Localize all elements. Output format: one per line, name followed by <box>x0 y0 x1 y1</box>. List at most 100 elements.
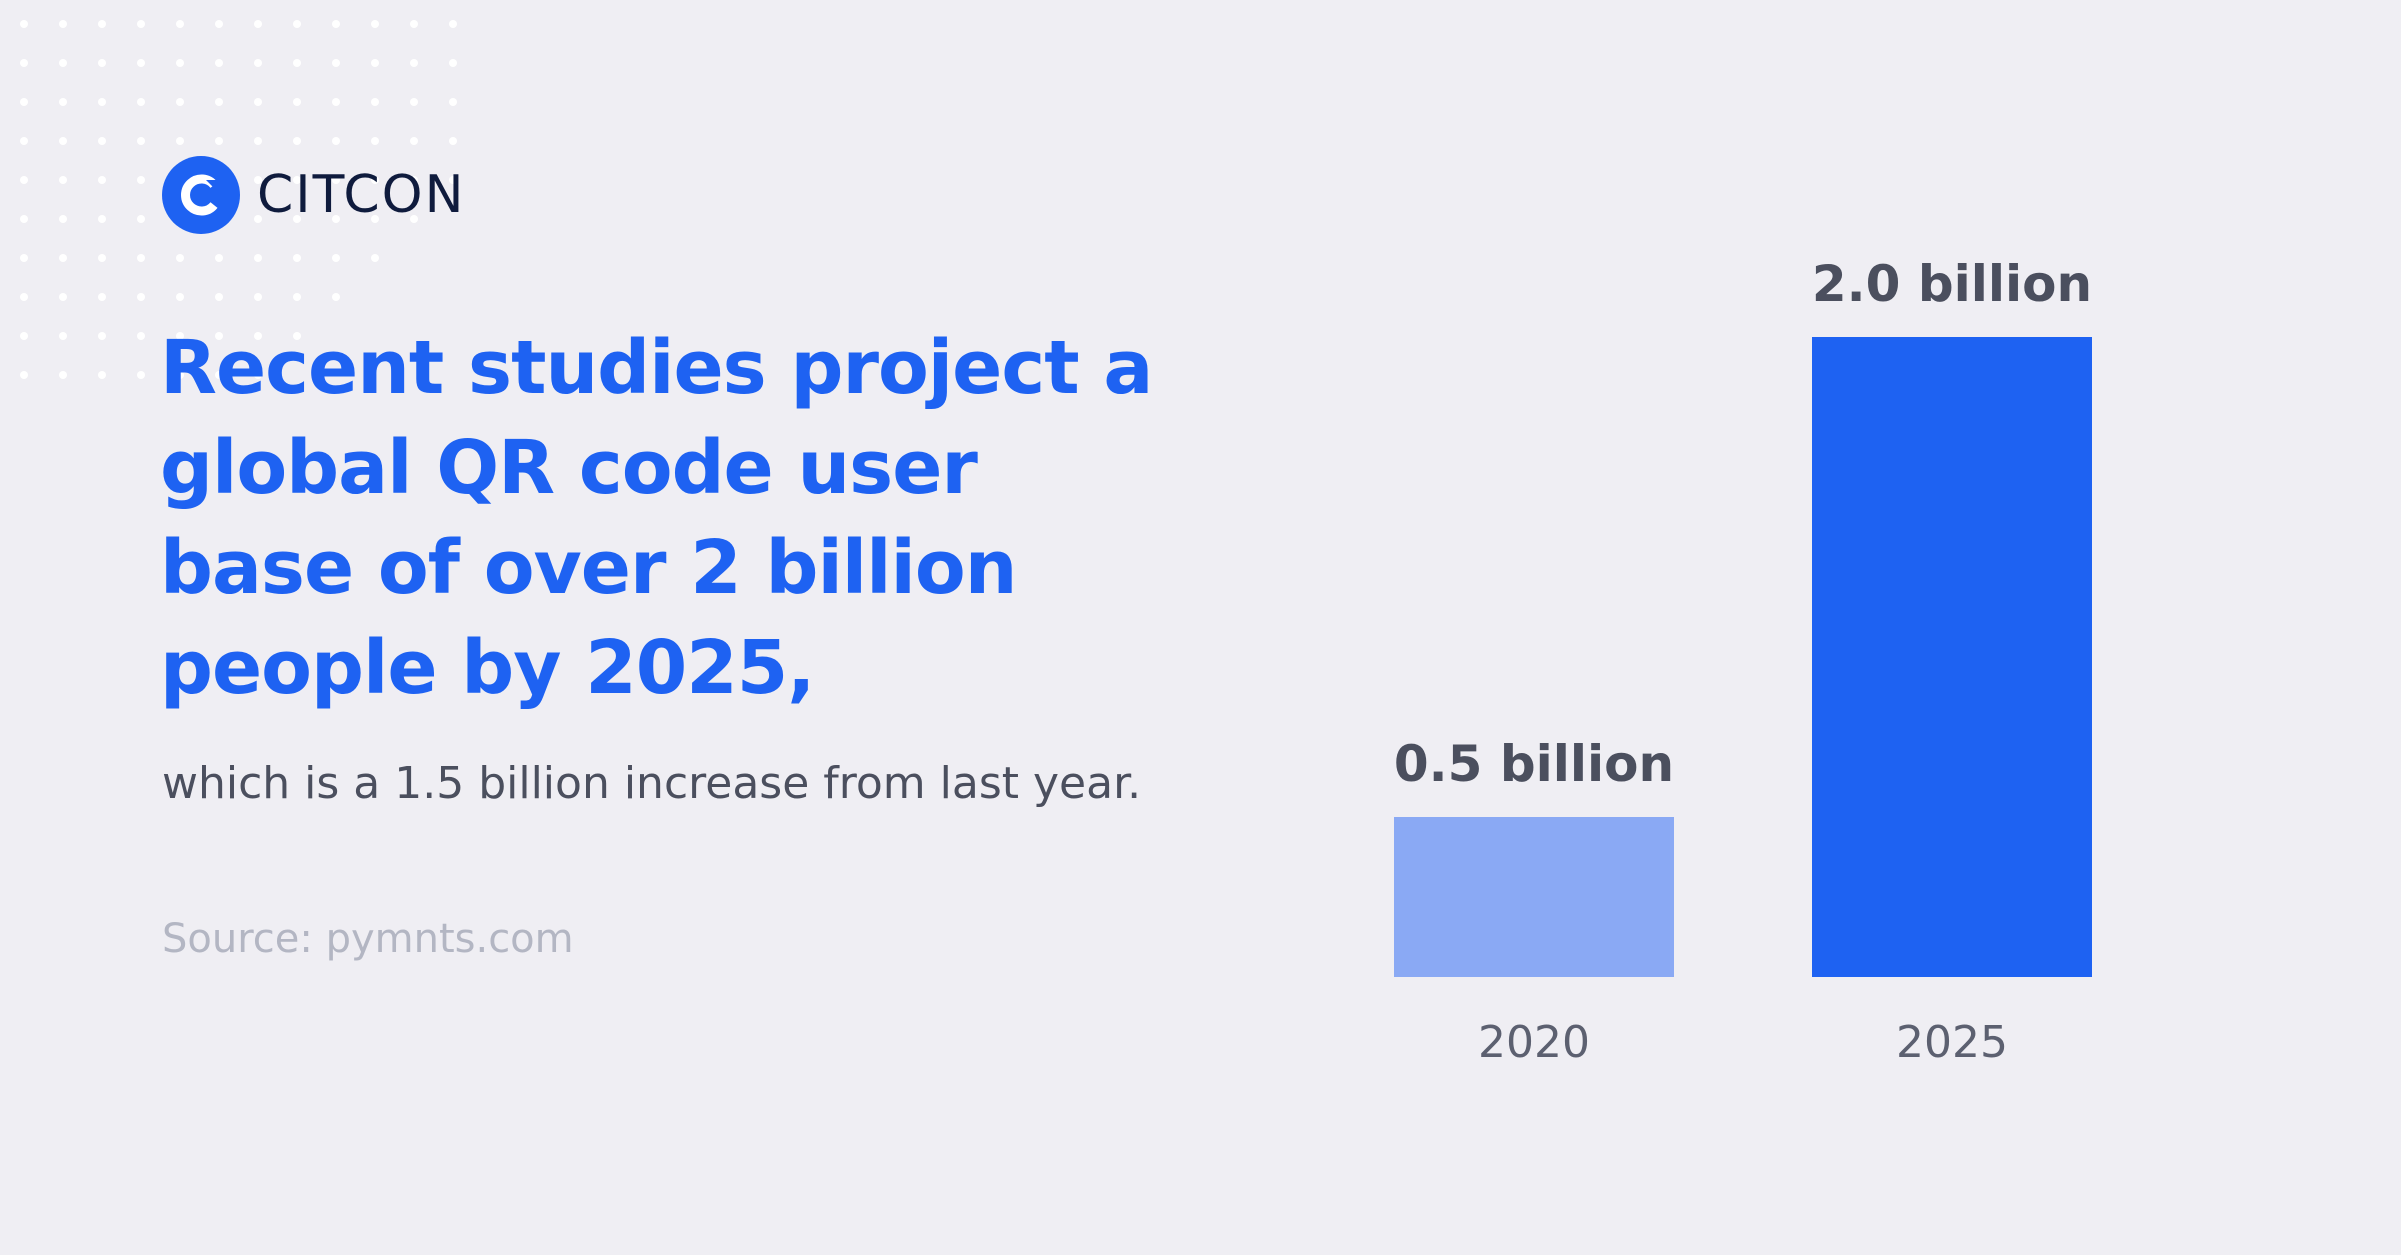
x-tick-label-2025: 2025 <box>1896 1017 2008 1068</box>
decorative-dot <box>137 254 145 262</box>
decorative-dot <box>215 98 223 106</box>
decorative-dot <box>254 20 262 28</box>
decorative-dot <box>293 137 301 145</box>
decorative-dot <box>371 98 379 106</box>
decorative-dot <box>293 332 301 340</box>
decorative-dot <box>59 254 67 262</box>
decorative-dot <box>98 371 106 379</box>
decorative-dot <box>59 176 67 184</box>
decorative-dot <box>137 59 145 67</box>
decorative-dot <box>371 176 379 184</box>
decorative-dot <box>20 137 28 145</box>
decorative-dot <box>449 20 457 28</box>
decorative-dot <box>332 137 340 145</box>
decorative-dot <box>59 20 67 28</box>
decorative-dot <box>254 215 262 223</box>
decorative-dot <box>410 59 418 67</box>
decorative-dot <box>20 332 28 340</box>
decorative-dot <box>254 254 262 262</box>
bar-chart: 0.5 billion 2020 2.0 billion 2025 <box>1394 255 2092 1068</box>
decorative-dot <box>332 98 340 106</box>
decorative-dot <box>98 332 106 340</box>
decorative-dot <box>20 59 28 67</box>
decorative-dot <box>98 176 106 184</box>
decorative-dot <box>98 293 106 301</box>
brand-name: CITCON <box>257 165 466 225</box>
decorative-dot <box>98 59 106 67</box>
decorative-dot <box>59 59 67 67</box>
decorative-dot <box>20 254 28 262</box>
decorative-dot <box>254 137 262 145</box>
decorative-dot <box>98 98 106 106</box>
decorative-dot <box>176 59 184 67</box>
decorative-dot <box>137 20 145 28</box>
decorative-dot <box>176 20 184 28</box>
headline: Recent studies project a global QR code … <box>160 325 1153 711</box>
decorative-dot <box>449 98 457 106</box>
decorative-dot <box>371 59 379 67</box>
decorative-dot <box>293 98 301 106</box>
decorative-dot <box>137 98 145 106</box>
decorative-dot <box>59 98 67 106</box>
decorative-dot <box>371 137 379 145</box>
decorative-dot <box>293 176 301 184</box>
decorative-dot <box>137 215 145 223</box>
decorative-dot <box>254 371 262 379</box>
subtext: which is a 1.5 billion increase from las… <box>162 758 1142 809</box>
decorative-dot <box>332 176 340 184</box>
decorative-dot <box>215 254 223 262</box>
decorative-dot <box>371 20 379 28</box>
bar-2025 <box>1812 337 2092 977</box>
decorative-dot <box>293 20 301 28</box>
decorative-dot <box>254 293 262 301</box>
decorative-dot <box>371 254 379 262</box>
decorative-dot <box>59 371 67 379</box>
decorative-dot <box>20 176 28 184</box>
decorative-dot <box>254 98 262 106</box>
decorative-dot <box>293 215 301 223</box>
decorative-dot <box>449 176 457 184</box>
brand-logo: CITCON <box>162 156 466 234</box>
decorative-dot <box>254 332 262 340</box>
decorative-dot <box>20 20 28 28</box>
decorative-dot <box>176 254 184 262</box>
decorative-dot <box>176 332 184 340</box>
x-tick-label-2020: 2020 <box>1478 1017 1590 1068</box>
decorative-dot <box>59 332 67 340</box>
decorative-dot <box>254 176 262 184</box>
bar-2020 <box>1394 817 1674 977</box>
decorative-dot <box>59 293 67 301</box>
decorative-dot <box>371 215 379 223</box>
decorative-dot <box>137 293 145 301</box>
decorative-dot <box>176 371 184 379</box>
decorative-dot <box>98 215 106 223</box>
decorative-dot <box>215 371 223 379</box>
decorative-dot <box>332 20 340 28</box>
decorative-dot <box>410 20 418 28</box>
decorative-dot <box>176 293 184 301</box>
decorative-dot <box>59 137 67 145</box>
decorative-dot <box>332 254 340 262</box>
decorative-dot <box>137 176 145 184</box>
decorative-dot <box>176 137 184 145</box>
decorative-dot <box>293 293 301 301</box>
decorative-dot <box>215 137 223 145</box>
decorative-dot <box>20 371 28 379</box>
decorative-dot <box>20 98 28 106</box>
decorative-dot <box>293 59 301 67</box>
decorative-dot <box>410 176 418 184</box>
decorative-dot <box>20 293 28 301</box>
decorative-dot <box>20 215 28 223</box>
decorative-dot <box>332 293 340 301</box>
decorative-dot <box>332 59 340 67</box>
decorative-dot <box>215 20 223 28</box>
decorative-dot <box>137 371 145 379</box>
data-label-2020: 0.5 billion <box>1394 735 1674 793</box>
data-label-2025: 2.0 billion <box>1812 255 2092 313</box>
decorative-dot <box>410 215 418 223</box>
decorative-dot <box>215 332 223 340</box>
decorative-dot <box>254 59 262 67</box>
decorative-dot <box>410 137 418 145</box>
decorative-dot <box>449 59 457 67</box>
decorative-dot <box>293 254 301 262</box>
